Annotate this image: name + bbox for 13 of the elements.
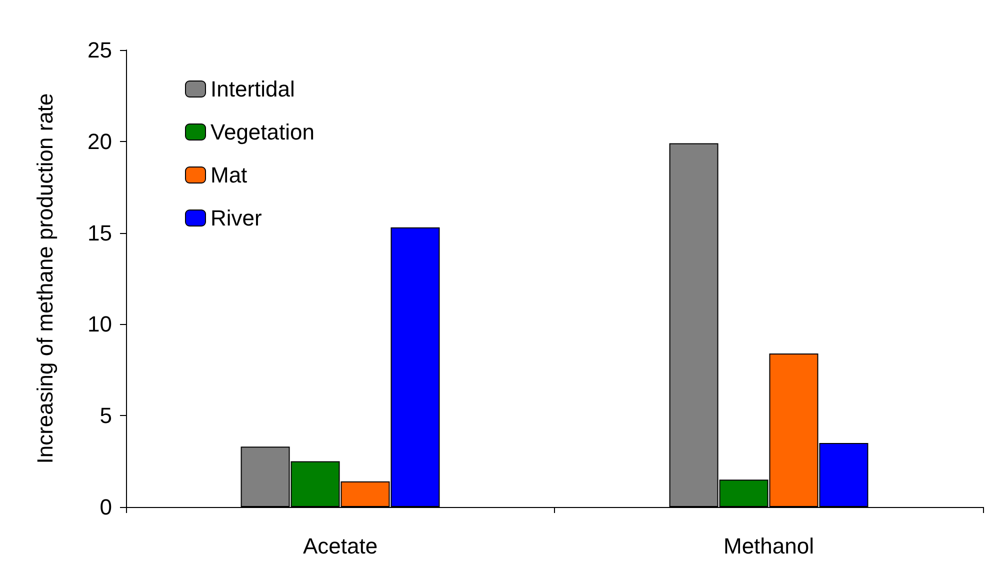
y-axis-title: Increasing of methane production rate	[32, 93, 58, 464]
y-tick-label: 0	[100, 494, 112, 520]
y-tick-label: 10	[88, 312, 112, 337]
y-tick-label: 25	[88, 38, 112, 62]
x-tick-label: Methanol	[723, 534, 814, 558]
y-tick-label: 15	[88, 220, 112, 246]
y-tick-label: 5	[100, 403, 112, 428]
y-tick-label: 20	[88, 128, 112, 154]
legend-label: River	[210, 206, 262, 230]
legend-label: Intertidal	[210, 76, 295, 102]
legend-label: Mat	[210, 162, 248, 188]
x-tick-label: Acetate	[302, 534, 378, 558]
legend-label: Vegetation	[210, 120, 314, 144]
